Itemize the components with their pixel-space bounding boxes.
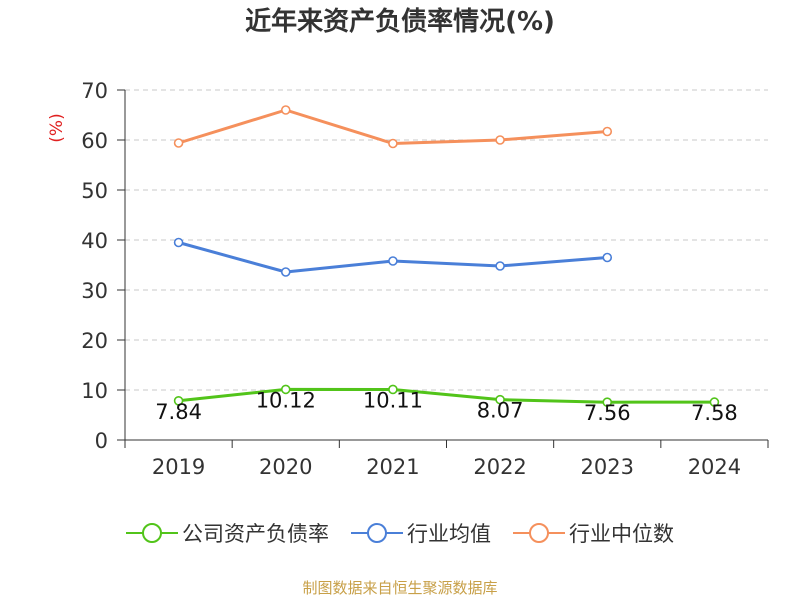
y-tick-label: 40 [81,229,108,253]
grid-layer [125,89,768,391]
data-point-0 [495,394,505,405]
legend-marker-company [126,523,178,543]
legend-label-company: 公司资产负债率 [182,522,329,546]
y-tick-label: 0 [95,429,108,453]
x-tick-label: 2020 [259,455,312,479]
data-label: 7.84 [155,400,202,424]
data-label-layer: 7.84 10.12 10.11 8.07 7.56 7.58 [155,388,738,425]
x-tick-label: 2023 [581,455,634,479]
x-tick-label: 2024 [688,455,741,479]
legend-item-company[interactable]: 公司资产负债率 [126,518,329,548]
axis-layer: 0 10 20 30 40 50 60 70 2019 2020 2021 2022 2023 2024 (… [47,79,769,479]
source-note: 制图数据来自恒生聚源数据库 [302,579,498,597]
series-layer [173,105,720,408]
y-tick-label: 60 [81,129,108,153]
legend-marker-industry-mean [351,523,403,543]
data-point-0 [602,397,613,408]
legend-marker-industry-median [513,523,565,543]
data-point-0 [709,397,720,407]
data-point-2 [602,126,613,137]
series-line-2 [177,108,609,145]
y-tick-label: 70 [81,79,108,103]
data-point-1 [495,261,505,271]
legend-label-industry-median: 行业中位数 [569,522,674,546]
y-axis-label: (%) [47,113,67,142]
data-point-2 [280,105,291,115]
series-line-0 [177,387,716,404]
data-point-1 [602,252,613,263]
chart-title: 近年来资产负债率情况(%) [245,7,555,37]
data-point-0 [388,384,398,395]
data-point-1 [280,267,291,277]
x-tick-label: 2019 [152,455,205,479]
legend-item-industry-mean[interactable]: 行业均值 [351,518,491,548]
y-tick-label: 10 [81,379,108,403]
y-tick-label: 30 [81,279,108,303]
data-point-1 [388,256,398,266]
data-label: 7.56 [584,401,631,425]
data-label: 8.07 [477,399,524,423]
y-tick-label: 50 [81,179,108,203]
data-label: 10.11 [363,388,423,412]
legend-item-industry-median[interactable]: 行业中位数 [513,518,674,548]
data-label: 10.12 [256,388,316,412]
data-point-0 [280,384,291,395]
data-point-2 [173,138,184,148]
data-point-0 [173,395,184,406]
x-tick-label: 2021 [366,455,419,479]
data-label: 7.58 [691,401,738,425]
legend: 公司资产负债率 行业均值 行业中位数 [0,518,800,548]
x-tick-label: 2022 [473,455,526,479]
data-point-2 [495,135,505,145]
data-point-1 [173,237,184,248]
y-tick-label: 20 [81,329,108,353]
data-point-2 [388,138,398,149]
legend-label-industry-mean: 行业均值 [407,522,491,546]
